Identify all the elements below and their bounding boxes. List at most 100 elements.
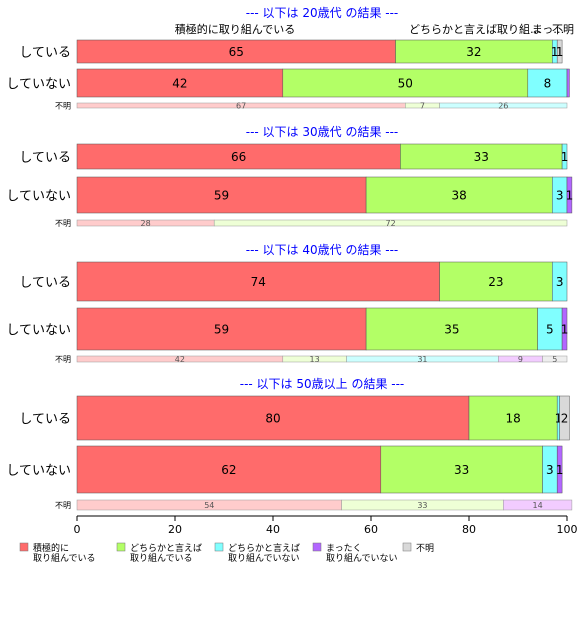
legend-label: 取り組んでいる <box>130 552 193 564</box>
legend-label: 取り組んでいる <box>33 552 96 564</box>
bar-value-label: 1 <box>556 45 564 59</box>
bar-value-label: 65 <box>229 45 244 59</box>
bar-segment <box>76 445 382 494</box>
row-label: している <box>19 46 71 61</box>
row-label: していない <box>6 189 71 204</box>
bar-segment <box>559 395 570 441</box>
unknown-row-label: 不明 <box>55 355 71 364</box>
top-annotation: どちらかと言えば取り組… <box>409 23 541 36</box>
bar-value-label: 18 <box>505 412 520 426</box>
unknown-bar-segment <box>213 219 568 227</box>
unknown-value-label: 72 <box>386 219 396 228</box>
bar-segment <box>380 445 543 494</box>
legend-label: どちらかと言えば <box>130 542 202 554</box>
unknown-bar-segment <box>439 102 568 109</box>
row-label: している <box>19 151 71 166</box>
bar-segment <box>537 307 563 351</box>
bar-segment <box>76 395 470 441</box>
bar-segment <box>556 445 563 494</box>
unknown-value-label: 54 <box>204 501 214 510</box>
bar-segment <box>439 261 553 302</box>
bar-value-label: 5 <box>546 323 554 337</box>
group-title: --- 以下は 40歳代 の結果 --- <box>246 243 399 257</box>
bar-value-label: 33 <box>474 150 489 164</box>
unknown-value-label: 9 <box>518 355 523 364</box>
bar-segment <box>282 68 529 98</box>
unknown-row-label: 不明 <box>55 219 71 228</box>
bar-segment <box>365 307 538 351</box>
bar-segment <box>76 68 284 98</box>
bar-value-label: 1 <box>556 463 564 477</box>
bar-value-label: 38 <box>452 189 467 203</box>
bar-segment <box>76 261 440 302</box>
x-tick-label: 0 <box>74 523 81 536</box>
bar-value-label: 59 <box>214 189 229 203</box>
bar-value-label: 59 <box>214 323 229 337</box>
bar-value-label: 33 <box>454 463 469 477</box>
bar-segment <box>468 395 558 441</box>
unknown-value-label: 7 <box>420 102 425 111</box>
legend-swatch <box>402 542 412 552</box>
unknown-value-label: 28 <box>141 219 151 228</box>
bar-value-label: 1 <box>561 150 569 164</box>
bar-value-label: 74 <box>251 275 266 289</box>
unknown-bar-segment <box>503 499 573 511</box>
legend-swatch <box>19 542 29 552</box>
legend-label: 取り組んでいない <box>228 552 300 564</box>
row-label: している <box>19 276 71 291</box>
bar-segment <box>561 307 568 351</box>
bar-segment <box>76 143 401 170</box>
legend-label: どちらかと言えば <box>228 542 300 554</box>
bar-segment <box>400 143 563 170</box>
legend-swatch <box>214 542 224 552</box>
row-label: していない <box>6 77 71 92</box>
bar-value-label: 1 <box>561 323 569 337</box>
bar-value-label: 50 <box>398 77 413 91</box>
unknown-row-label: 不明 <box>55 102 71 111</box>
unknown-value-label: 14 <box>533 501 543 510</box>
unknown-value-label: 13 <box>310 355 320 364</box>
bar-value-label: 62 <box>221 463 236 477</box>
top-annotation: まっ… <box>532 23 565 36</box>
group-title: --- 以下は 30歳代 の結果 --- <box>246 125 399 139</box>
bar-segment <box>527 68 568 98</box>
x-tick-label: 60 <box>364 523 378 536</box>
bar-segment <box>561 143 568 170</box>
bar-value-label: 42 <box>172 77 187 91</box>
unknown-value-label: 67 <box>236 102 246 111</box>
bar-value-label: 23 <box>488 275 503 289</box>
group-title: --- 以下は 50歳以上 の結果 --- <box>240 377 405 391</box>
legend-label: 不明 <box>416 543 434 554</box>
bar-segment <box>76 307 367 351</box>
bar-value-label: 1 <box>566 189 574 203</box>
legend-label: 取り組んでいない <box>326 552 398 564</box>
x-tick-label: 20 <box>168 523 182 536</box>
bar-segment <box>76 176 367 214</box>
x-tick-label: 100 <box>557 523 578 536</box>
unknown-value-label: 42 <box>175 355 185 364</box>
row-label: していない <box>6 323 71 338</box>
top-annotation: 不明 <box>552 23 574 36</box>
bar-value-label: 35 <box>444 323 459 337</box>
x-tick-label: 40 <box>266 523 280 536</box>
unknown-value-label: 33 <box>417 501 427 510</box>
bar-value-label: 3 <box>556 189 564 203</box>
bar-value-label: 32 <box>466 45 481 59</box>
row-label: している <box>19 412 71 427</box>
bar-segment <box>365 176 553 214</box>
bar-value-label: 1 <box>555 412 563 426</box>
bar-segment <box>552 261 568 302</box>
bar-value-label: 80 <box>265 412 280 426</box>
legend-swatch <box>116 542 126 552</box>
legend-swatch <box>312 542 322 552</box>
bar-value-label: 1 <box>551 45 559 59</box>
bar-value-label: 8 <box>544 77 552 91</box>
unknown-value-label: 31 <box>417 355 427 364</box>
bar-value-label: 3 <box>546 463 554 477</box>
row-label: していない <box>6 464 71 479</box>
bar-value-label: 3 <box>556 275 564 289</box>
unknown-bar-segment <box>542 355 568 363</box>
unknown-value-label: 5 <box>552 355 557 364</box>
top-annotation: 積極的に取り組んでいる <box>175 22 295 36</box>
